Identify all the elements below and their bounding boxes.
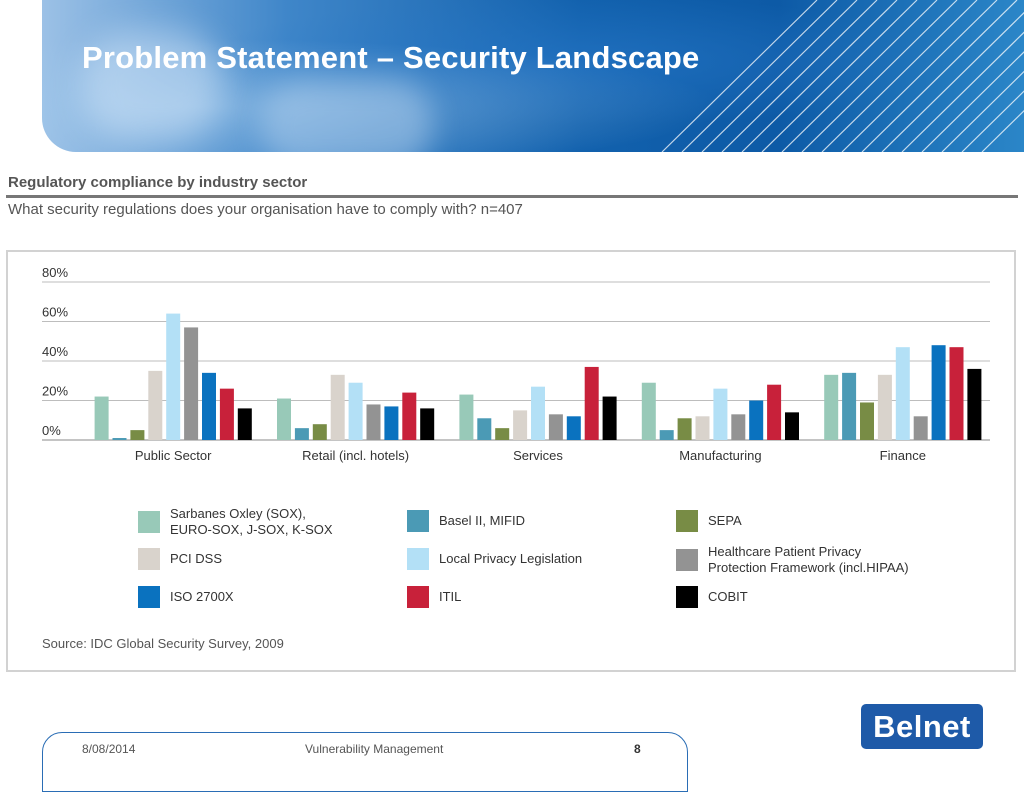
legend-label: Sarbanes Oxley (SOX), EURO-SOX, J-SOX, K… (170, 506, 333, 537)
bar (713, 388, 728, 440)
bar (695, 416, 710, 440)
bar (384, 406, 399, 440)
legend-item-local-privacy: Local Privacy Legislation (407, 548, 582, 570)
legend-swatch (676, 510, 698, 532)
legend-swatch (407, 586, 429, 608)
bar (531, 386, 545, 440)
bar (402, 392, 417, 440)
bar (166, 313, 181, 440)
bar (420, 408, 435, 440)
legend-label: COBIT (708, 589, 748, 604)
legend-item-sepa: SEPA (676, 510, 742, 532)
legend-swatch (676, 586, 698, 608)
bar (330, 374, 345, 440)
legend-swatch (138, 511, 160, 533)
bar (767, 384, 782, 440)
chart-frame: 0% 20% 40% 60% 80% Public Sector Retail (incl.… (6, 250, 1016, 672)
bar (931, 345, 946, 440)
bar (366, 404, 381, 440)
legend-swatch (407, 548, 429, 570)
heading-divider (6, 195, 1018, 198)
bar (277, 398, 291, 440)
x-category-label: Retail (incl. hotels) (302, 448, 409, 463)
banner-glow (262, 80, 432, 152)
bar (659, 430, 674, 440)
banner-stripes (661, 0, 1024, 152)
slide-title: Problem Statement – Security Landscape (82, 40, 700, 75)
bar (477, 418, 492, 440)
bar (548, 414, 563, 440)
legend-item-sox: Sarbanes Oxley (SOX), EURO-SOX, J-SOX, K… (138, 506, 333, 538)
bar (184, 327, 199, 440)
legend-swatch (138, 548, 160, 570)
y-tick-label: 0% (42, 423, 61, 438)
footer-frame (42, 732, 688, 792)
bar (219, 388, 234, 440)
footer-title: Vulnerability Management (305, 742, 444, 756)
y-tick-label: 80% (42, 265, 68, 280)
bar-chart: 0% 20% 40% 60% 80% Public Sector Retail (incl.… (42, 265, 990, 463)
bar (513, 410, 528, 440)
bar (584, 366, 599, 440)
bar (602, 396, 617, 440)
legend-item-itil: ITIL (407, 586, 461, 608)
banner-glow (82, 30, 222, 140)
footer-date: 8/08/2014 (82, 742, 136, 756)
legend-item-hipaa: Healthcare Patient Privacy Protection Fr… (676, 544, 909, 576)
page-number: 8 (634, 742, 641, 756)
bar (895, 347, 910, 440)
bar (860, 402, 874, 440)
bar (459, 394, 474, 440)
x-category-label: Public Sector (135, 448, 212, 463)
bar (148, 370, 163, 440)
bar (731, 414, 746, 440)
legend-item-basel: Basel II, MIFID (407, 510, 525, 532)
legend-swatch (138, 586, 160, 608)
legend-item-pci: PCI DSS (138, 548, 222, 570)
x-category-label: Manufacturing (679, 448, 761, 463)
y-tick-label: 60% (42, 305, 68, 320)
belnet-logo: Belnet (861, 704, 983, 749)
bar (94, 396, 109, 440)
bar (749, 400, 764, 440)
bar (202, 372, 216, 440)
bar (824, 374, 839, 440)
legend-swatch (407, 510, 429, 532)
bar (294, 428, 309, 440)
bar (949, 347, 964, 440)
legend-label: PCI DSS (170, 551, 223, 566)
legend-item-iso: ISO 2700X (138, 586, 234, 608)
bar (130, 430, 145, 440)
legend-item-cobit: COBIT (676, 586, 748, 608)
bar (641, 382, 656, 440)
y-tick-label: 40% (42, 344, 68, 359)
bar (112, 438, 127, 440)
legend-label: SEPA (708, 513, 742, 528)
bar (312, 424, 327, 440)
header-banner (42, 0, 1024, 152)
bar (967, 368, 982, 440)
bar (566, 416, 581, 440)
legend-label: ITIL (439, 589, 462, 604)
bar (877, 374, 892, 440)
y-tick-label: 20% (42, 384, 68, 399)
bar (348, 382, 363, 440)
bar (677, 418, 692, 440)
bar (495, 428, 510, 440)
legend-label: Healthcare Patient Privacy Protection Fr… (708, 544, 909, 575)
bar (913, 416, 928, 440)
legend-label: Local Privacy Legislation (439, 551, 583, 566)
chart-heading: Regulatory compliance by industry sector (8, 174, 308, 191)
legend-swatch (676, 549, 698, 571)
bar (237, 408, 252, 440)
x-category-label: Services (513, 448, 563, 463)
source-note: Source: IDC Global Security Survey, 2009 (42, 636, 284, 651)
chart-subheading: What security regulations does your orga… (8, 201, 523, 218)
bar (842, 372, 857, 440)
bar (785, 412, 799, 440)
x-category-label: Finance (880, 448, 926, 463)
legend-label: ISO 2700X (170, 589, 234, 604)
legend-label: Basel II, MIFID (439, 513, 525, 528)
